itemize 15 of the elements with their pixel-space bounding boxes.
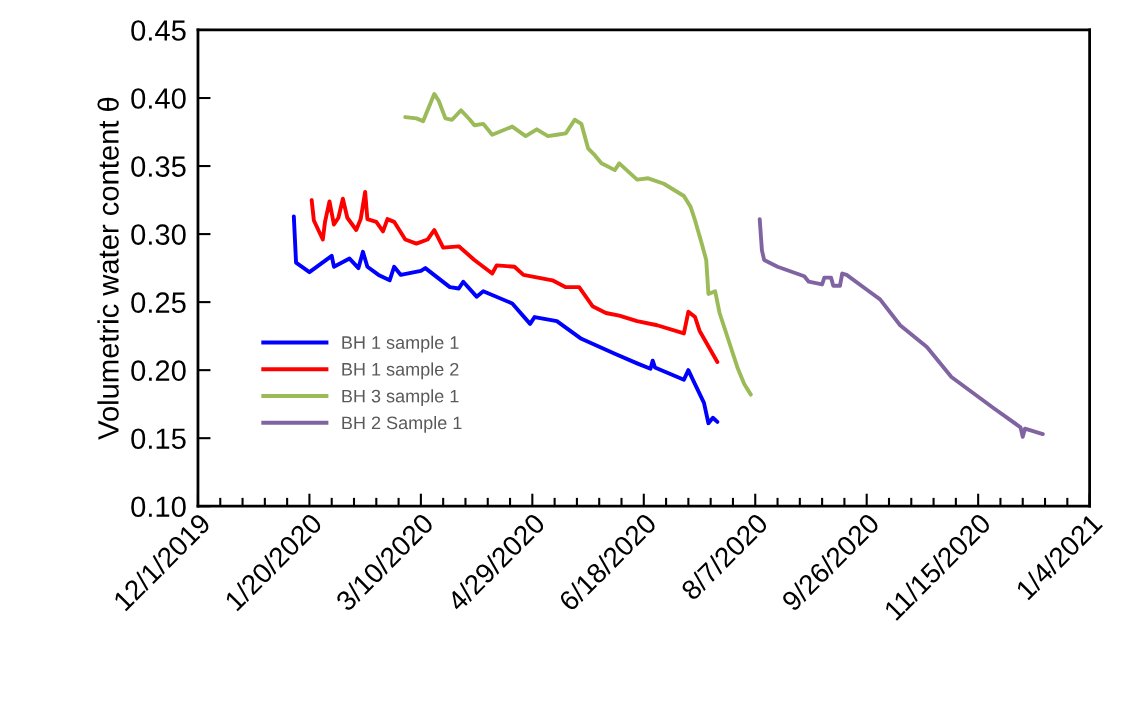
y-tick-label: 0.40 [131,88,186,109]
y-tick-label: 0.35 [131,156,186,177]
legend-label: BH 1 sample 1 [342,335,459,353]
line-series [757,217,1045,439]
line-series [309,189,720,364]
y-axis-title: Volumetric water content θ [97,97,119,440]
y-tick-label: 0.25 [131,292,186,313]
y-tick-label: 0.15 [131,428,186,450]
legend-label: BH 1 sample 2 [342,362,459,380]
y-tick-label: 0.10 [131,496,186,518]
legend-label: BH 2 Sample 1 [342,415,462,433]
legend-label: BH 3 sample 1 [342,389,459,407]
y-tick-label: 0.20 [131,360,186,381]
y-tick-label: 0.45 [131,20,186,41]
y-tick-label: 0.30 [131,224,186,245]
